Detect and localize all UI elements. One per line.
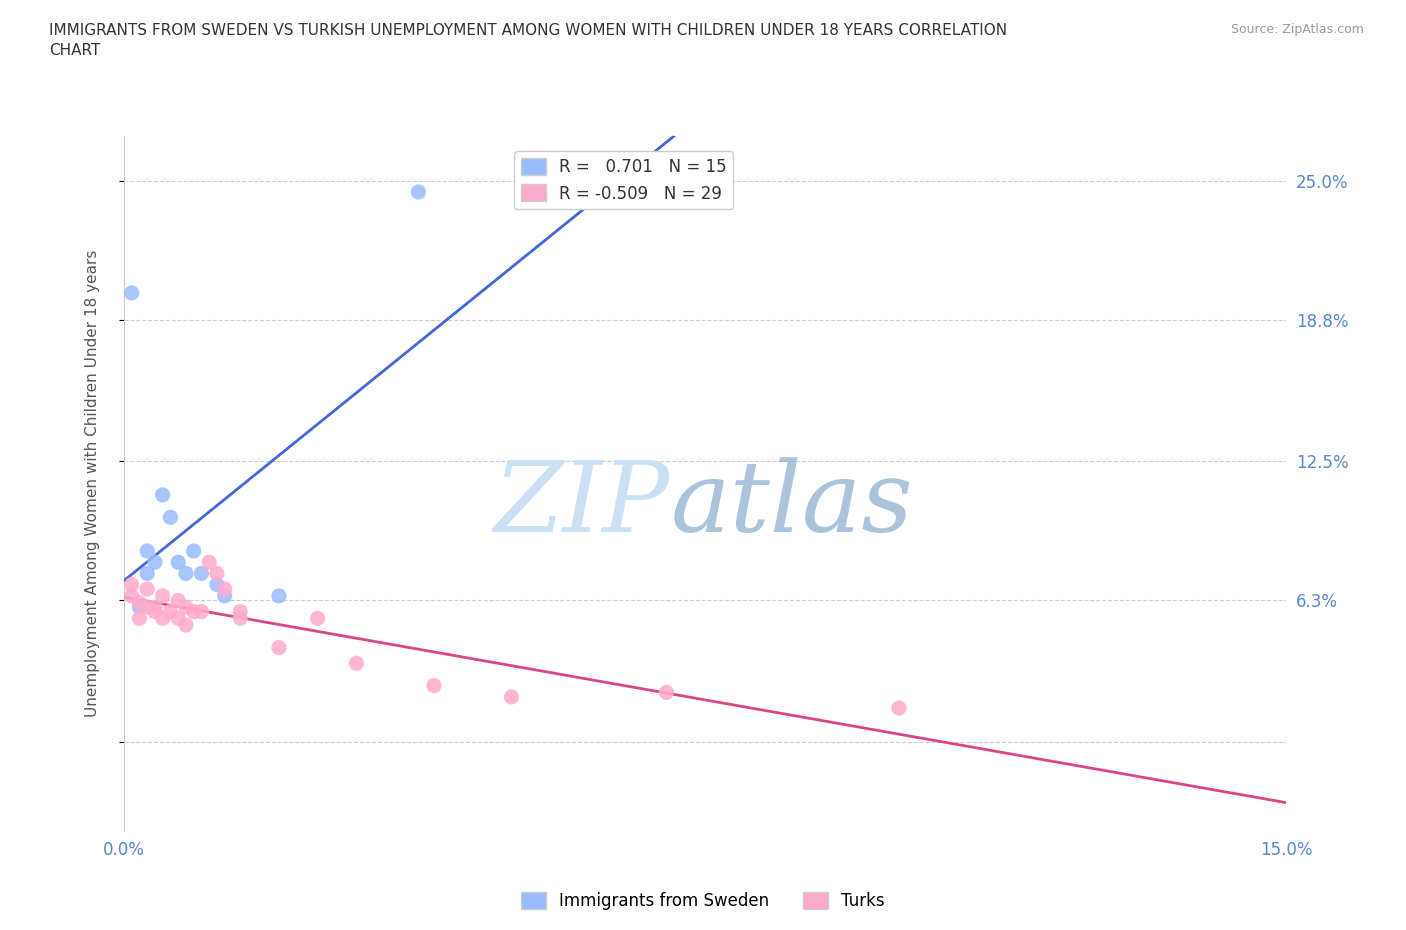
Point (655, 684, 678, 699)
Legend: Immigrants from Sweden, Turks: Immigrants from Sweden, Turks (515, 885, 891, 917)
Text: IMMIGRANTS FROM SWEDEN VS TURKISH UNEMPLOYMENT AMONG WOMEN WITH CHILDREN UNDER 1: IMMIGRANTS FROM SWEDEN VS TURKISH UNEMPL… (49, 23, 1007, 58)
Point (128, 600, 150, 615)
Legend: R =   0.701   N = 15, R = -0.509   N = 29: R = 0.701 N = 15, R = -0.509 N = 29 (515, 152, 734, 209)
Text: ZIP: ZIP (494, 457, 671, 552)
Point (121, 286, 143, 300)
Point (214, 589, 236, 604)
Point (152, 611, 174, 626)
Point (167, 611, 190, 626)
Point (143, 600, 166, 615)
Point (267, 589, 290, 604)
Point (152, 589, 174, 604)
Point (121, 589, 143, 604)
Point (136, 543, 159, 558)
Point (174, 618, 197, 632)
Point (190, 566, 212, 581)
Point (214, 581, 236, 596)
Point (205, 578, 228, 592)
Text: atlas: atlas (671, 457, 912, 552)
Point (183, 604, 205, 619)
Point (136, 600, 159, 615)
Point (152, 487, 174, 502)
Point (128, 611, 150, 626)
Point (408, 184, 430, 199)
Point (205, 566, 228, 581)
Point (229, 604, 252, 619)
Point (501, 689, 523, 704)
Point (229, 611, 252, 626)
Point (267, 640, 290, 655)
Point (121, 578, 143, 592)
Point (423, 678, 446, 693)
Point (346, 656, 368, 671)
Point (183, 543, 205, 558)
Point (167, 555, 190, 570)
Point (198, 555, 221, 570)
Point (136, 566, 159, 581)
Point (887, 700, 910, 715)
Point (174, 566, 197, 581)
Point (143, 604, 166, 619)
Point (190, 604, 212, 619)
Point (143, 555, 166, 570)
Point (128, 595, 150, 610)
Point (159, 510, 181, 525)
Text: Source: ZipAtlas.com: Source: ZipAtlas.com (1230, 23, 1364, 36)
Point (136, 581, 159, 596)
Point (174, 600, 197, 615)
Point (159, 604, 181, 619)
Y-axis label: Unemployment Among Women with Children Under 18 years: Unemployment Among Women with Children U… (86, 250, 100, 717)
Point (167, 593, 190, 608)
Point (307, 611, 329, 626)
